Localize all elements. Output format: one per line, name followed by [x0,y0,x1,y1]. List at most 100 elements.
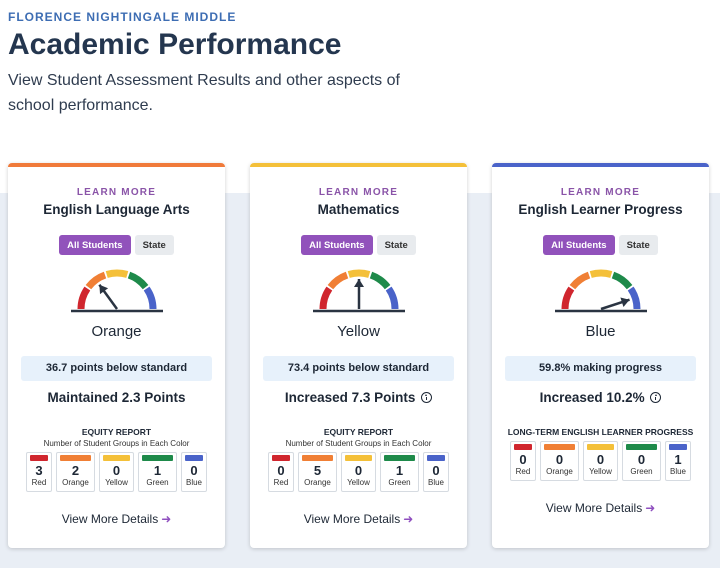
performance-gauge [312,269,405,313]
group-color-label: Orange [304,478,331,487]
card-accent-bar [8,163,225,167]
report-title: LONG-TERM ENGLISH LEARNER PROGRESS [507,427,694,437]
color-swatch [544,444,575,450]
gauge-segment-blue [143,286,156,310]
change-text: Increased 10.2% [492,390,709,405]
gauge-needle-head [619,297,630,307]
up-circle-icon [421,392,433,403]
school-name: FLORENCE NIGHTINGALE MIDDLE [8,10,237,24]
view-more-details-link[interactable]: View More Details ➜ [492,501,709,515]
status-box: 59.8% making progress [505,356,696,381]
indicator-card: LEARN MORE English Learner Progress All … [492,163,709,548]
group-count: 0 [519,452,527,467]
group-count-row: 3 Red 2 Orange 0 Yellow 1 Green 0 Blue [8,452,225,492]
color-swatch [384,455,415,461]
group-color-label: Blue [669,467,686,476]
group-count: 1 [674,452,682,467]
card-title: English Language Arts [43,202,190,217]
gauge-segment-green [611,271,632,290]
gauge-segment-blue [385,286,398,310]
group-count-row: 0 Red 0 Orange 0 Yellow 0 Green 1 Blue [492,441,709,481]
view-more-label[interactable]: View More Details [545,501,643,515]
arrow-right-icon: ➜ [645,501,656,515]
group-count-row: 0 Red 5 Orange 0 Yellow 1 Green 0 Blue [250,452,467,492]
student-group-toggle: All Students State [250,235,467,255]
gauge-segment-orange [569,271,590,290]
group-count-cell: 1 Green [138,452,177,492]
color-swatch [142,455,173,461]
group-count-cell: 0 Blue [423,452,449,492]
gauge-segment-yellow [105,269,128,278]
group-color-label: Yellow [347,478,370,487]
view-more-details-link[interactable]: View More Details ➜ [8,512,225,526]
group-count-cell: 1 Green [380,452,419,492]
group-color-label: Orange [546,467,573,476]
group-count: 0 [112,463,121,478]
learn-more-link[interactable]: LEARN MORE [560,187,641,198]
group-count: 3 [35,463,43,478]
gauge-segment-green [369,271,390,290]
student-group-toggle: All Students State [492,235,709,255]
performance-gauge [70,269,163,313]
gauge-segment-red [561,286,574,310]
gauge-segment-red [319,286,332,310]
page-subtitle: View Student Assessment Results and othe… [8,72,400,114]
group-color-label: Red [273,478,289,487]
state-button[interactable]: State [134,235,174,255]
all-students-button[interactable]: All Students [59,235,131,255]
color-swatch [30,455,48,461]
group-color-label: Green [630,467,653,476]
group-color-label: Yellow [589,467,612,476]
card-accent-bar [250,163,467,167]
up-circle-icon [650,392,662,403]
change-text: Increased 7.3 Points [250,390,467,405]
change-text: Maintained 2.3 Points [8,390,225,405]
learn-more-link[interactable]: LEARN MORE [318,187,399,198]
indicator-card: LEARN MORE Mathematics All Students Stat… [250,163,467,548]
change-label: Increased 10.2% [539,390,645,405]
card-title: Mathematics [317,202,400,217]
color-swatch [427,455,445,461]
color-swatch [272,455,290,461]
card-accent-bar [492,163,709,167]
status-box: 36.7 points below standard [21,356,212,381]
all-students-button[interactable]: All Students [301,235,373,255]
change-label: Increased 7.3 Points [284,390,416,405]
state-button[interactable]: State [618,235,658,255]
group-color-label: Red [31,478,47,487]
group-count-cell: 0 Yellow [341,452,376,492]
view-more-label[interactable]: View More Details [303,512,401,526]
color-swatch [345,455,372,461]
student-group-toggle: All Students State [8,235,225,255]
status-box: 73.4 points below standard [263,356,454,381]
view-more-label[interactable]: View More Details [61,512,159,526]
state-button[interactable]: State [376,235,416,255]
color-swatch [60,455,91,461]
group-count-cell: 0 Green [622,441,661,481]
group-count-cell: 0 Yellow [583,441,618,481]
report-subtitle: Number of Student Groups in Each Color [43,439,190,448]
gauge-needle-head [98,284,108,295]
report-subtitle: Number of Student Groups in Each Color [285,439,432,448]
group-count: 0 [637,452,646,467]
group-color-label: Green [146,478,169,487]
color-swatch [103,455,130,461]
group-color-label: Green [388,478,411,487]
group-count-cell: 5 Orange [298,452,337,492]
group-count-cell: 1 Blue [665,441,691,481]
group-count-cell: 0 Red [510,441,536,481]
group-count: 0 [190,463,198,478]
performance-color-label: Orange [91,323,142,340]
card-title: English Learner Progress [518,202,683,217]
color-swatch [185,455,203,461]
group-count: 1 [153,463,162,478]
group-count-cell: 0 Blue [181,452,207,492]
group-color-label: Red [515,467,531,476]
group-count-cell: 0 Yellow [99,452,134,492]
group-color-label: Yellow [105,478,128,487]
group-color-label: Blue [427,478,444,487]
view-more-details-link[interactable]: View More Details ➜ [250,512,467,526]
performance-color-label: Blue [585,323,616,340]
learn-more-link[interactable]: LEARN MORE [76,187,157,198]
all-students-button[interactable]: All Students [543,235,615,255]
